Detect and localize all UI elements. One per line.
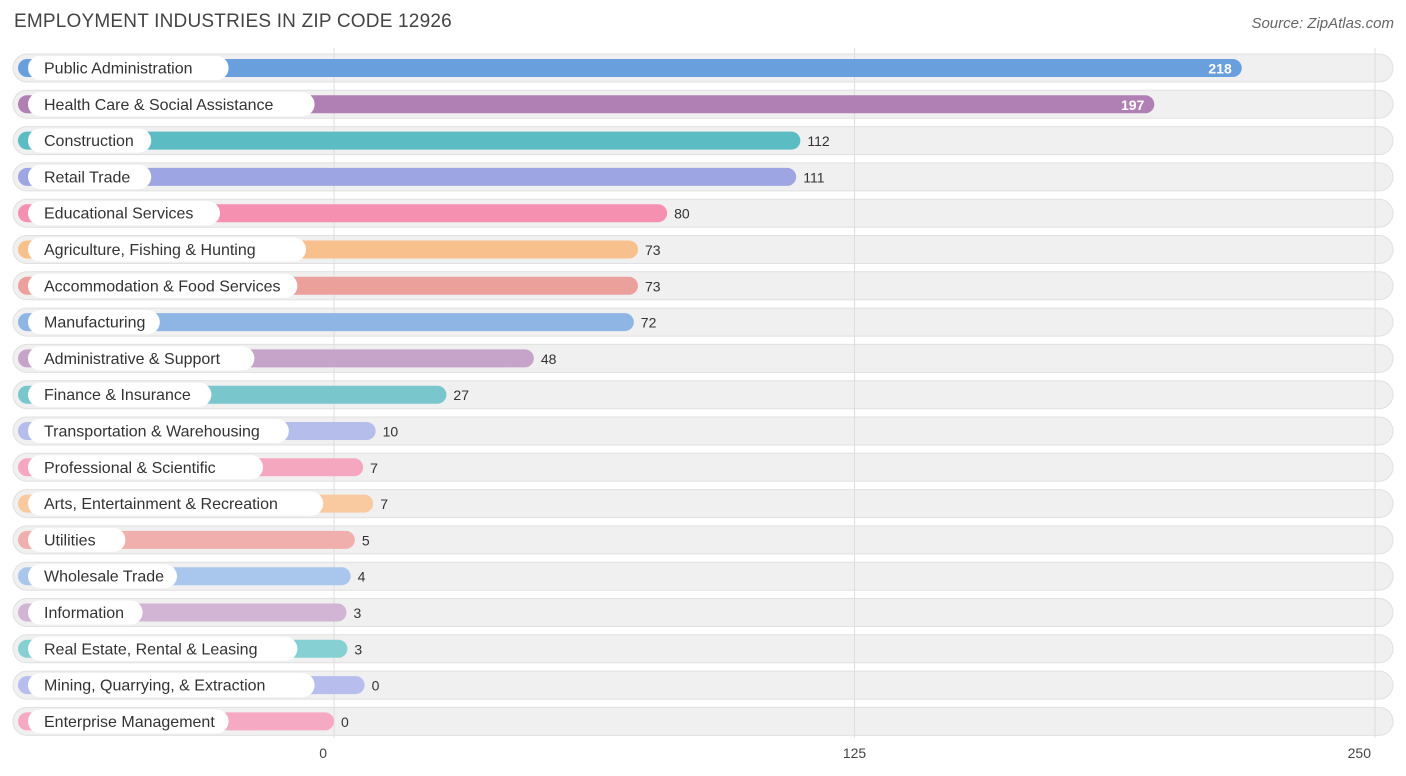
chart-title: EMPLOYMENT INDUSTRIES IN ZIP CODE 12926 — [14, 11, 452, 32]
value-label: 10 — [383, 424, 399, 440]
category-label-bg — [28, 600, 143, 625]
value-label: 27 — [453, 387, 469, 403]
category-label: Arts, Entertainment & Recreation — [44, 496, 278, 513]
value-label: 73 — [645, 242, 661, 258]
value-label: 3 — [353, 605, 361, 621]
category-label-bg — [28, 310, 160, 335]
value-label: 112 — [807, 133, 830, 149]
category-label-bg — [28, 382, 212, 407]
category-label-bg — [28, 527, 126, 552]
bar — [18, 167, 797, 186]
category-label: Enterprise Management — [44, 714, 215, 731]
category-label-bg — [28, 346, 255, 371]
row-track — [12, 525, 1394, 555]
value-label: 48 — [541, 351, 557, 367]
x-tick-label: 0 — [319, 745, 327, 761]
category-label: Retail Trade — [44, 169, 130, 186]
category-label-bg — [28, 56, 229, 80]
category-label-bg — [28, 164, 152, 189]
bar — [18, 313, 634, 332]
x-tick-label: 250 — [1348, 745, 1372, 761]
value-label: 4 — [358, 569, 366, 585]
value-label: 218 — [1208, 61, 1232, 77]
value-label: 0 — [372, 678, 380, 694]
category-label: Health Care & Social Assistance — [44, 97, 274, 114]
category-label-bg — [28, 636, 298, 661]
category-label: Finance & Insurance — [44, 387, 191, 404]
value-label: 7 — [380, 496, 388, 512]
category-label-bg — [28, 237, 306, 262]
category-label-bg — [28, 128, 152, 153]
value-label: 72 — [641, 315, 657, 331]
category-label: Transportation & Warehousing — [44, 424, 260, 441]
category-label: Mining, Quarrying, & Extraction — [44, 678, 265, 695]
row-track — [12, 706, 1394, 736]
category-label-bg — [28, 201, 220, 226]
row-track — [12, 634, 1394, 664]
category-label: Public Administration — [44, 61, 193, 78]
category-label-bg — [28, 419, 289, 443]
category-label-bg — [28, 709, 229, 734]
value-label: 3 — [354, 641, 362, 657]
category-label: Agriculture, Fishing & Hunting — [44, 242, 256, 259]
bar — [18, 131, 801, 150]
category-label: Accommodation & Food Services — [44, 278, 281, 295]
value-label: 197 — [1121, 97, 1145, 113]
value-label: 0 — [341, 714, 349, 730]
category-label: Educational Services — [44, 206, 193, 223]
category-label: Utilities — [44, 532, 96, 549]
category-label: Construction — [44, 133, 134, 150]
value-label: 73 — [645, 278, 661, 294]
category-label: Manufacturing — [44, 315, 145, 332]
category-label: Wholesale Trade — [44, 569, 164, 586]
category-label-bg — [28, 673, 315, 698]
category-label-bg — [28, 273, 298, 298]
category-label: Information — [44, 605, 124, 622]
bar — [18, 59, 1242, 77]
value-label: 80 — [674, 206, 690, 222]
category-label: Real Estate, Rental & Leasing — [44, 641, 257, 658]
row-track — [12, 561, 1394, 591]
category-label: Administrative & Support — [44, 351, 221, 368]
category-label-bg — [28, 92, 315, 117]
x-tick-label: 125 — [843, 745, 867, 761]
category-label: Professional & Scientific — [44, 460, 216, 477]
row-track — [12, 598, 1394, 627]
chart-source: Source: ZipAtlas.com — [1251, 15, 1394, 32]
value-label: 111 — [803, 169, 824, 185]
category-label-bg — [28, 564, 177, 589]
category-label-bg — [28, 491, 324, 516]
value-label: 5 — [362, 532, 370, 548]
value-label: 7 — [370, 460, 378, 476]
category-label-bg — [28, 455, 263, 480]
